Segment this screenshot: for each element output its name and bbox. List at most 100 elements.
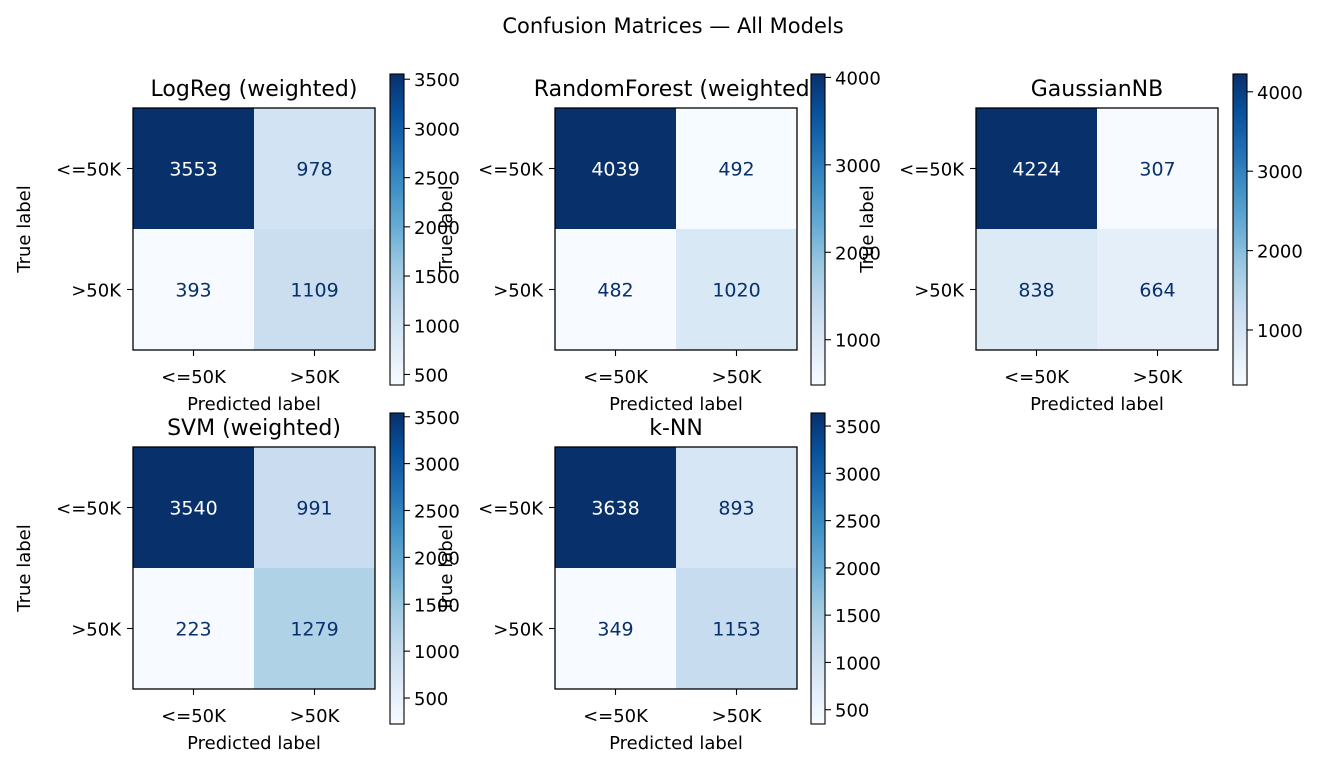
heatmap-cell [254,568,375,689]
colorbar-tick-label: 2000 [414,218,460,239]
axes-frame [132,446,376,690]
colorbar-tick-label: 1500 [414,595,460,616]
cell-value-label: 991 [296,498,332,520]
axes-frame [132,107,376,351]
cell-value-label: 1109 [290,280,338,302]
x-tick-label: <=50K [161,367,227,388]
colorbar-tick-label: 500 [835,701,869,722]
colorbar-tick-label: 3500 [414,408,460,429]
y-axis-label: True label [436,185,457,274]
cell-value-label: 307 [1139,159,1175,181]
y-tick-label: <=50K [478,160,544,181]
x-tick-label: >50K [290,367,341,388]
colorbar-tick-label: 2000 [1257,242,1303,263]
figure-suptitle: Confusion Matrices — All Models [502,14,843,38]
colorbar-tick-label: 2000 [414,548,460,569]
y-axis-label: True label [14,524,35,613]
colorbar-tick-label: 2500 [414,169,460,190]
panels: 3553 978 393 1109 <=50K >50K <=50K >50K Predicte… [14,68,1303,754]
heatmap-cell [555,447,676,568]
colorbar-tick-label: 3000 [414,119,460,140]
heatmap-cell [676,568,797,689]
colorbar [811,413,825,724]
y-tick-label: <=50K [56,160,122,181]
y-tick-label: >50K [71,281,122,302]
cell-value-label: 349 [597,619,633,641]
cell-value-label: 3540 [169,498,217,520]
colorbar-tick-label: 500 [414,689,448,710]
colorbar-tick-label: 3500 [414,70,460,91]
axes-frame [975,107,1219,351]
cell-value-label: 978 [296,159,332,181]
colorbar-tick-label: 3000 [835,156,881,177]
colorbar [390,74,404,385]
y-axis-label: True label [14,185,35,274]
y-tick-label: <=50K [899,160,965,181]
colorbar [1233,74,1247,385]
heatmap-cell [976,229,1097,350]
colorbar-tick-label: 1500 [414,267,460,288]
colorbar-tick-label: 3000 [835,464,881,485]
heatmap-cell [976,108,1097,229]
panel-title: k-NN [649,416,703,441]
x-axis-label: Predicted label [187,394,321,415]
heatmap-cell [676,229,797,350]
y-tick-label: <=50K [56,499,122,520]
cell-value-label: 1020 [712,280,760,302]
colorbar [811,74,825,385]
heatmap-cell [133,447,254,568]
colorbar [390,413,404,724]
colorbar-tick-label: 1000 [835,331,881,352]
heatmap-cell [254,108,375,229]
colorbar-tick-label: 2500 [835,512,881,533]
x-axis-label: Predicted label [609,733,743,754]
colorbar-tick-label: 2000 [835,243,881,264]
colorbar-tick-label: 3000 [414,455,460,476]
y-tick-label: >50K [493,281,544,302]
heatmap-cell [676,447,797,568]
cell-value-label: 838 [1018,280,1054,302]
confusion-matrix-panel: 4039 492 482 1020 <=50K >50K <=50K >50K Predicte… [436,68,881,415]
colorbar-tick-label: 4000 [835,68,881,89]
x-tick-label: <=50K [161,706,227,727]
cell-value-label: 1279 [290,619,338,641]
colorbar-frame [389,73,405,386]
heatmap-cell [555,568,676,689]
x-tick-label: >50K [712,706,763,727]
cell-value-label: 3553 [169,159,217,181]
cell-value-label: 482 [597,280,633,302]
panel-title: RandomForest (weighted) [534,77,818,102]
confusion-matrix-panel: 4224 307 838 664 <=50K >50K <=50K >50K Predicted… [857,73,1303,415]
cell-value-label: 393 [175,280,211,302]
heatmap-cell [1097,108,1218,229]
colorbar-frame [389,412,405,725]
heatmap-cell [133,229,254,350]
colorbar-tick-label: 1500 [835,606,881,627]
panel-title: GaussianNB [1031,77,1163,102]
x-axis-label: Predicted label [187,733,321,754]
cell-value-label: 664 [1139,280,1175,302]
colorbar-tick-label: 3500 [835,417,881,438]
colorbar-tick-label: 1000 [414,316,460,337]
heatmap-cell [133,108,254,229]
x-axis-label: Predicted label [609,394,743,415]
y-tick-label: >50K [71,620,122,641]
colorbar-tick-label: 1000 [835,653,881,674]
colorbar-tick-label: 1000 [1257,321,1303,342]
cell-value-label: 893 [718,498,754,520]
x-tick-label: <=50K [583,367,649,388]
heatmap-cell [1097,229,1218,350]
confusion-matrix-panel: 3553 978 393 1109 <=50K >50K <=50K >50K Predicte… [14,70,460,415]
x-tick-label: >50K [1133,367,1184,388]
heatmap-cell [133,568,254,689]
cell-value-label: 1153 [712,619,760,641]
x-tick-label: >50K [712,367,763,388]
y-axis-label: True label [436,524,457,613]
cell-value-label: 3638 [591,498,639,520]
heatmap-cell [555,108,676,229]
y-axis-label: True label [857,185,878,274]
panel-title: SVM (weighted) [167,416,341,441]
y-tick-label: >50K [493,620,544,641]
axes-frame [554,446,798,690]
